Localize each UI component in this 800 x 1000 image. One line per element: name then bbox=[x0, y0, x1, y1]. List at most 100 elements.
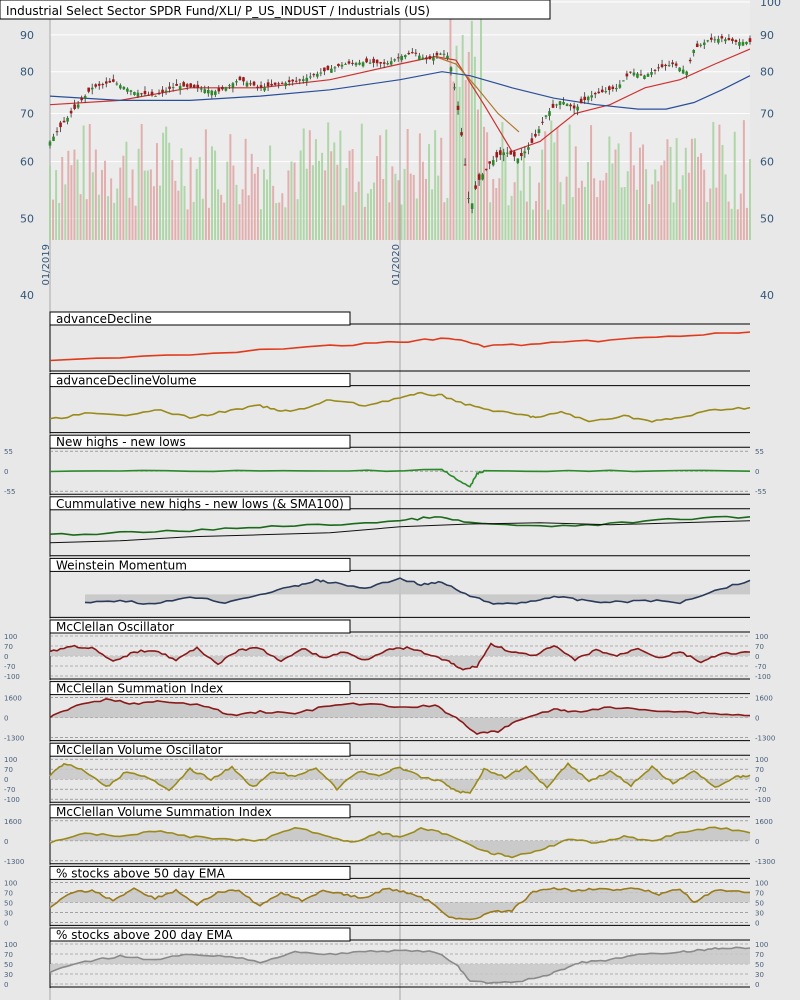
volume-bar bbox=[201, 198, 204, 240]
candle-body bbox=[678, 67, 681, 72]
panel-ytick-left: 70 bbox=[4, 643, 13, 651]
candle-body bbox=[607, 86, 611, 91]
date-label: 01/2020 bbox=[391, 244, 402, 286]
panel-ytick-left: 0 bbox=[4, 776, 8, 784]
volume-bar bbox=[745, 207, 748, 240]
panel-title-box bbox=[49, 681, 351, 696]
candle-body bbox=[516, 158, 520, 163]
volume-bar bbox=[229, 134, 232, 240]
candle-body bbox=[119, 85, 122, 89]
volume-bar bbox=[250, 153, 253, 240]
volume-bar bbox=[458, 86, 461, 240]
candle-body bbox=[249, 83, 252, 85]
candle-body bbox=[502, 152, 506, 156]
volume-bar bbox=[602, 180, 605, 240]
candle-body bbox=[484, 168, 488, 170]
price-ytick-right: 40 bbox=[760, 289, 774, 302]
candle-body bbox=[214, 91, 217, 95]
candle-body bbox=[604, 91, 608, 93]
volume-bar bbox=[571, 197, 574, 240]
panel-ytick-right: -100 bbox=[755, 796, 771, 804]
volume-bar bbox=[116, 188, 119, 240]
candle-body bbox=[97, 83, 101, 86]
candle-body bbox=[534, 133, 537, 137]
panel-ytick-right: 0 bbox=[755, 653, 759, 661]
candle-body bbox=[555, 104, 558, 106]
price-ytick-right: 60 bbox=[760, 156, 774, 169]
volume-bar bbox=[645, 169, 648, 240]
volume-bar bbox=[333, 142, 336, 240]
volume-bar bbox=[321, 152, 324, 240]
volume-bar bbox=[464, 79, 467, 240]
candle-body bbox=[291, 79, 295, 82]
volume-bar bbox=[152, 186, 155, 240]
candle-body bbox=[206, 90, 210, 94]
candle-body bbox=[231, 83, 235, 88]
candle-body bbox=[305, 77, 309, 82]
price-ytick-right: 90 bbox=[760, 29, 774, 42]
candle-body bbox=[615, 87, 618, 90]
candle-body bbox=[625, 73, 629, 77]
panel-title-advancedecline: advanceDecline bbox=[56, 312, 152, 326]
volume-bar bbox=[663, 160, 666, 240]
candle-body bbox=[277, 83, 280, 85]
panel-ytick-right: 1600 bbox=[755, 818, 773, 826]
candle-body bbox=[565, 104, 569, 107]
candle-body bbox=[298, 79, 302, 81]
panel-line-mcclellan-oscillator bbox=[49, 642, 751, 671]
volume-bar bbox=[617, 143, 620, 240]
candle-body bbox=[178, 86, 182, 90]
volume-bar bbox=[516, 163, 519, 240]
panel-title-box bbox=[49, 619, 351, 634]
volume-bar bbox=[730, 208, 733, 240]
candle-body bbox=[245, 82, 249, 87]
candle-body bbox=[185, 84, 189, 87]
panel-ytick-left: 1600 bbox=[4, 818, 22, 826]
candle-body bbox=[340, 64, 344, 67]
panel-title-weinstein-momentum: Weinstein Momentum bbox=[56, 558, 187, 572]
candle-body bbox=[48, 141, 52, 146]
candle-body bbox=[52, 136, 55, 141]
price-ytick-left: 40 bbox=[20, 289, 34, 302]
volume-bar bbox=[336, 164, 339, 240]
volume-bar bbox=[727, 201, 730, 240]
volume-bar bbox=[379, 135, 382, 240]
volume-bar bbox=[55, 170, 58, 240]
candle-body bbox=[164, 90, 168, 92]
volume-bar bbox=[690, 138, 693, 240]
volume-bar bbox=[586, 162, 589, 240]
candle-body bbox=[407, 52, 411, 55]
panel-ytick-left: -100 bbox=[4, 673, 20, 681]
candle-body bbox=[692, 50, 696, 53]
volume-bar bbox=[91, 172, 94, 240]
volume-bar bbox=[134, 205, 137, 240]
panel-area-fill bbox=[85, 578, 750, 605]
candle-body bbox=[734, 40, 738, 42]
volume-bar bbox=[455, 45, 458, 241]
volume-bar bbox=[623, 187, 626, 240]
volume-bar bbox=[467, 51, 470, 240]
volume-bar bbox=[486, 132, 489, 240]
volume-bar bbox=[611, 163, 614, 240]
candle-body bbox=[460, 132, 463, 136]
volume-bar bbox=[143, 170, 146, 240]
candle-body bbox=[108, 80, 112, 83]
candle-body bbox=[562, 101, 565, 105]
candle-body bbox=[147, 94, 150, 96]
volume-bar bbox=[535, 201, 538, 240]
candle-body bbox=[667, 65, 671, 67]
candle-body bbox=[650, 72, 653, 75]
candle-body bbox=[224, 87, 228, 91]
volume-bar bbox=[186, 209, 189, 240]
candle-body bbox=[520, 153, 523, 157]
panel-line-stocks-above-200-day-ema bbox=[49, 946, 751, 985]
panel-ytick-right: 100 bbox=[755, 941, 768, 949]
candle-body bbox=[259, 85, 263, 88]
candle-body bbox=[579, 98, 583, 104]
chart-title-box bbox=[0, 0, 551, 20]
candle-body bbox=[238, 76, 242, 81]
panel-ytick-right: 0 bbox=[755, 715, 759, 723]
candle-body bbox=[470, 203, 474, 209]
candle-body bbox=[90, 87, 94, 90]
